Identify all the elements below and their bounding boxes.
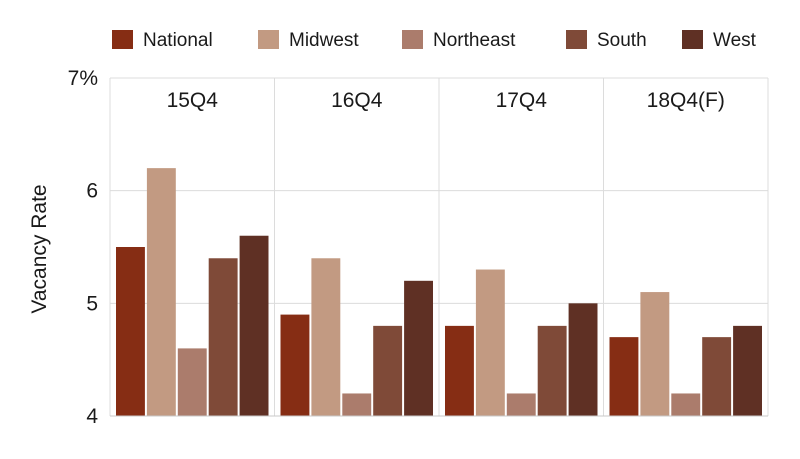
legend-label-west: West: [713, 30, 757, 51]
legend-swatch-national: [112, 30, 133, 49]
legend: National Midwest Northeast South West: [112, 30, 757, 51]
legend-swatch-midwest: [258, 30, 279, 49]
bar-17q4-northeast: [506, 393, 536, 416]
bar-18q4-f-south: [702, 337, 732, 416]
bar-16q4-south: [373, 325, 403, 416]
bar-18q4-f-midwest: [640, 292, 670, 416]
bar-17q4-south: [537, 325, 567, 416]
legend-swatch-northeast: [402, 30, 423, 49]
plot-area: 15Q4 16Q4 17Q4 18Q4(F): [109, 77, 769, 417]
legend-label-northeast: Northeast: [433, 30, 516, 51]
legend-swatch-west: [682, 30, 703, 49]
bar-17q4-west: [568, 303, 598, 416]
bar-15q4-south: [208, 258, 238, 416]
y-axis: 4 5 6 7% Vacancy Rate: [28, 67, 98, 428]
category-label-18q4-f: 18Q4(F): [647, 89, 725, 112]
category-label-16q4: 16Q4: [331, 89, 383, 112]
legend-label-midwest: Midwest: [289, 30, 359, 51]
bar-16q4-west: [404, 280, 433, 416]
y-tick-label-6: 6: [86, 180, 98, 203]
bar-18q4-f-national: [609, 337, 639, 416]
legend-swatch-south: [566, 30, 587, 49]
y-tick-label-5: 5: [86, 292, 98, 315]
bar-15q4-northeast: [177, 348, 207, 416]
y-tick-label-7: 7%: [68, 67, 98, 90]
bar-15q4-west: [239, 235, 269, 416]
y-axis-label: Vacancy Rate: [28, 184, 51, 313]
bar-16q4-midwest: [311, 258, 341, 416]
bar-16q4-national: [280, 314, 310, 416]
legend-label-national: National: [143, 30, 213, 51]
category-label-15q4: 15Q4: [167, 89, 219, 112]
bar-17q4-midwest: [475, 269, 505, 416]
y-tick-label-4: 4: [86, 405, 98, 428]
bar-15q4-midwest: [146, 168, 176, 416]
bar-17q4-national: [445, 325, 474, 416]
category-label-17q4: 17Q4: [496, 89, 548, 112]
bar-18q4-f-west: [733, 325, 762, 416]
legend-label-south: South: [597, 30, 647, 51]
bar-18q4-f-northeast: [671, 393, 701, 416]
bar-16q4-northeast: [342, 393, 372, 416]
bar-15q4-national: [116, 247, 145, 416]
